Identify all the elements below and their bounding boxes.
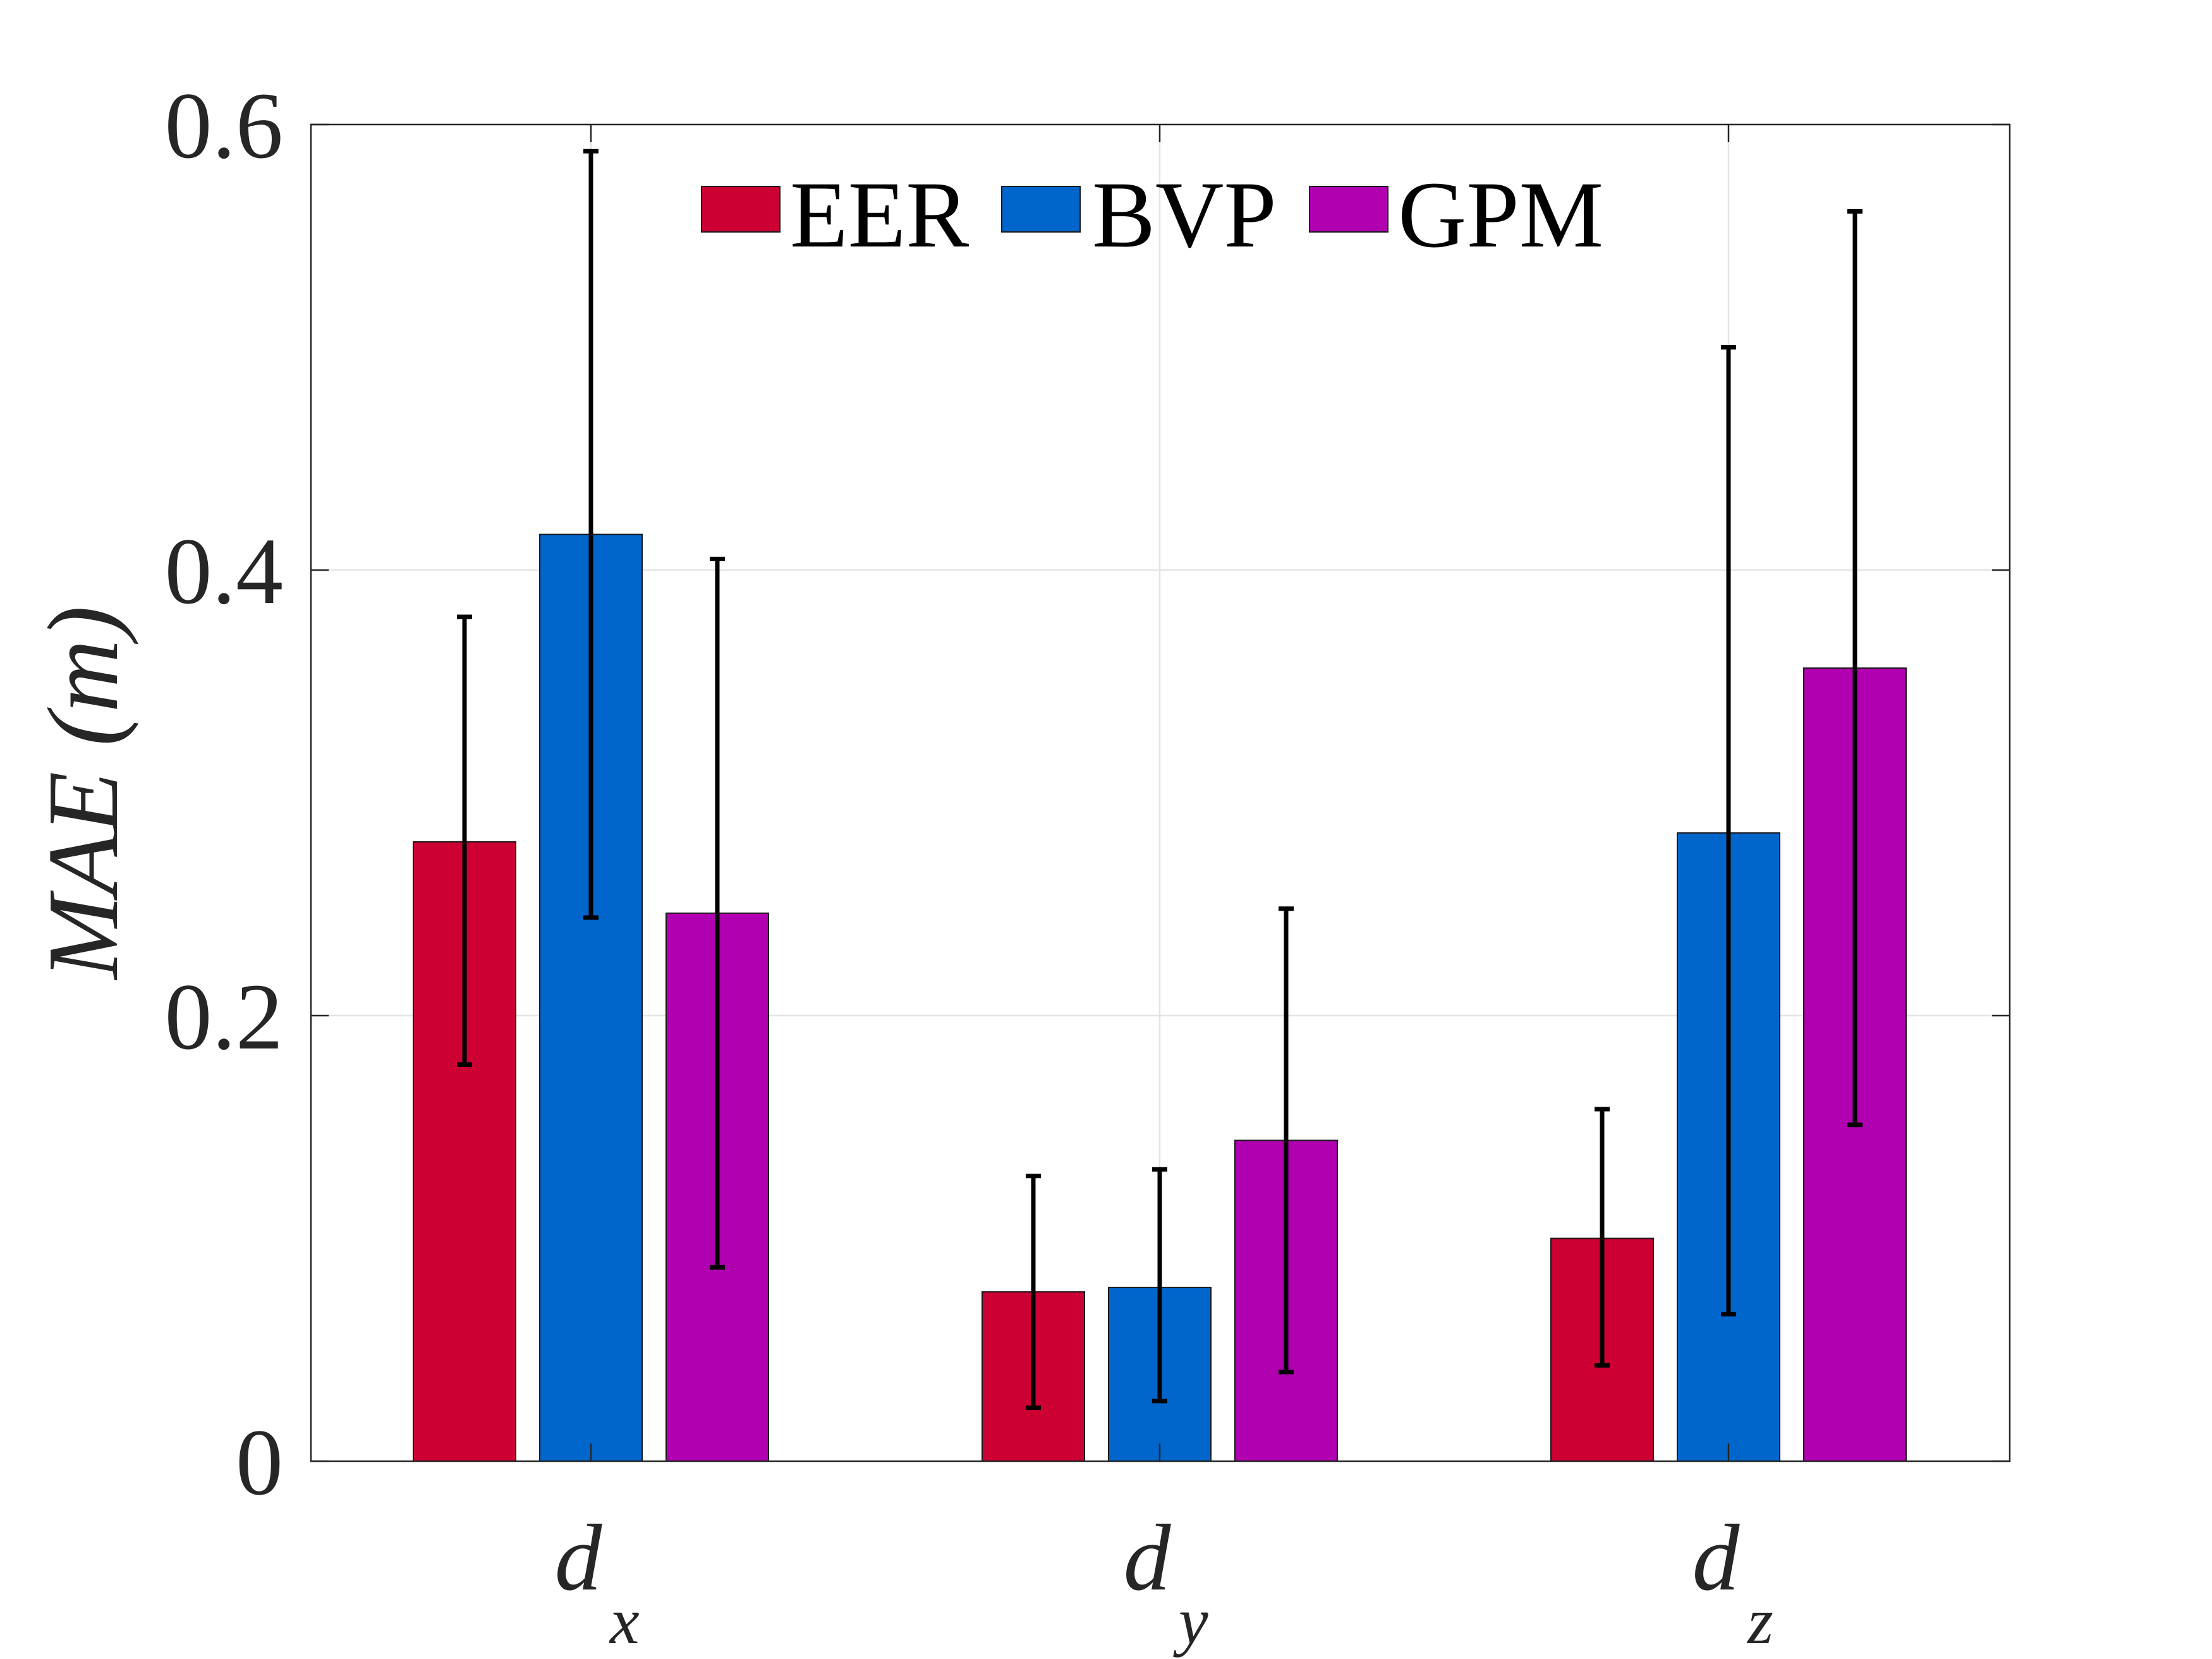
bar-bvp: [539, 533, 643, 1462]
x-tick-label-sub: z: [1746, 1584, 1773, 1658]
x-tick-label-main: d: [1124, 1505, 1172, 1610]
legend-swatch-eer: [701, 186, 781, 233]
legend: EER BVP GPM: [701, 162, 1603, 267]
x-tick-label-main: d: [1692, 1505, 1741, 1610]
legend-label-eer: EER: [790, 162, 969, 267]
legend-swatch-bvp: [1001, 186, 1081, 233]
y-tick-label: 0: [236, 1410, 283, 1515]
legend-label-gpm: GPM: [1398, 162, 1603, 267]
y-tick-label: 0.2: [165, 964, 284, 1069]
x-tick-label-sub: y: [1173, 1584, 1208, 1658]
error-bars: [457, 149, 1863, 1410]
legend-label-bvp: BVP: [1092, 162, 1277, 267]
y-axis-title: MAE (m): [27, 606, 139, 981]
y-tick-label: 0.4: [165, 519, 284, 624]
legend-swatch-gpm: [1309, 186, 1389, 233]
x-tick-label-main: d: [555, 1505, 603, 1610]
y-tick-label: 0.6: [165, 73, 284, 178]
x-tick-label-sub: x: [609, 1584, 640, 1658]
